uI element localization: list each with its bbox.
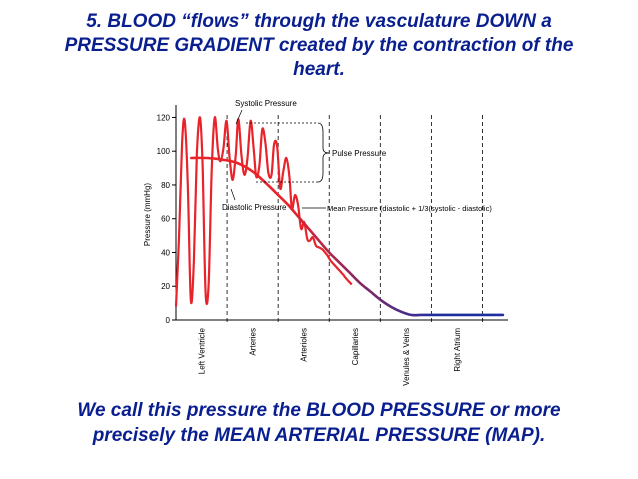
x-region-label: Arterioles <box>300 328 309 362</box>
y-tick-label: 120 <box>157 113 171 122</box>
x-region-label: Arteries <box>249 328 258 356</box>
systolic-label: Systolic Pressure <box>235 99 297 108</box>
x-region-labels: Left Ventricle Arteries Arterioles Capillar… <box>198 327 462 385</box>
x-region-label: Left Ventricle <box>198 327 207 374</box>
x-region-label: Right Atrium <box>453 328 462 372</box>
title-line-2: PRESSURE GRADIENT created by the contrac… <box>64 35 574 56</box>
mean-label: Mean Pressure (diastolic + 1/3(systolic … <box>327 204 492 213</box>
y-tick-label: 20 <box>161 282 170 291</box>
footer-line-1: We call this pressure the BLOOD PRESSURE… <box>77 400 561 421</box>
annotations: Systolic Pressure Pulse Pressure Diastol… <box>222 99 492 213</box>
title-line-3: heart. <box>293 59 345 80</box>
y-tick-label: 60 <box>161 215 170 224</box>
blood-pressure-chart: 0 20 40 60 80 100 120 Pressure (mmHg) Systolic … <box>143 99 508 386</box>
slide-title: 5. BLOOD “flows” through the vasculature… <box>0 10 638 82</box>
y-axis-label: Pressure (mmHg) <box>143 183 152 246</box>
footer-line-2: precisely the MEAN ARTERIAL PRESSURE (MA… <box>92 425 546 446</box>
x-region-label: Venules & Veins <box>402 328 411 386</box>
y-tick-label: 80 <box>161 181 170 190</box>
slide-footer: We call this pressure the BLOOD PRESSURE… <box>0 398 638 448</box>
pulse-brace <box>317 122 330 183</box>
pressure-oscillation-line <box>174 116 353 307</box>
series-group <box>174 116 505 317</box>
y-tick-label: 100 <box>157 147 171 156</box>
diastolic-label: Diastolic Pressure <box>222 203 287 212</box>
mean-pressure-line <box>190 156 505 317</box>
title-line-1: 5. BLOOD “flows” through the vasculature… <box>86 11 552 32</box>
diastolic-pointer <box>230 188 236 201</box>
x-region-label: Capillaries <box>351 328 360 365</box>
systolic-pointer <box>235 109 243 125</box>
pulse-label: Pulse Pressure <box>332 149 387 158</box>
y-tick-label: 0 <box>166 316 171 325</box>
y-tick-label: 40 <box>161 248 170 257</box>
